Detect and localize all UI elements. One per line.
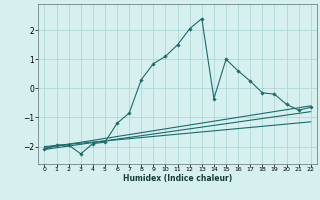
X-axis label: Humidex (Indice chaleur): Humidex (Indice chaleur) (123, 174, 232, 183)
